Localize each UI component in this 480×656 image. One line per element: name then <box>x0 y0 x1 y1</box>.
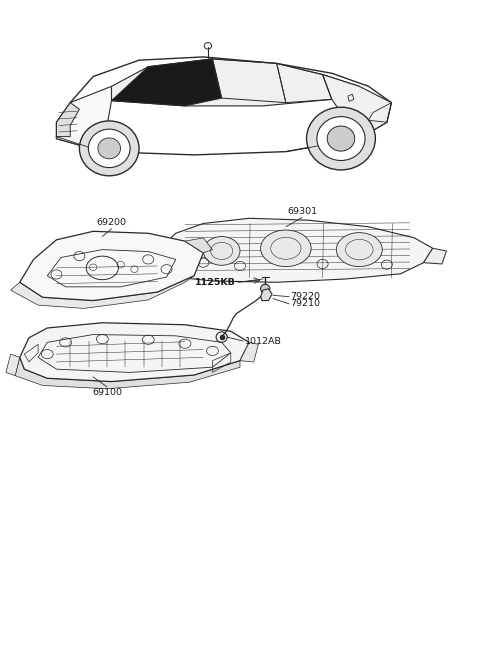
Ellipse shape <box>336 233 382 266</box>
Ellipse shape <box>307 107 375 170</box>
Polygon shape <box>6 354 20 376</box>
Polygon shape <box>240 342 258 362</box>
Text: 69301: 69301 <box>287 207 317 216</box>
Text: 69100: 69100 <box>92 388 122 397</box>
Polygon shape <box>423 249 446 264</box>
Polygon shape <box>261 289 272 300</box>
Ellipse shape <box>98 138 120 159</box>
Polygon shape <box>20 323 249 382</box>
Polygon shape <box>57 87 111 152</box>
Ellipse shape <box>88 129 130 167</box>
Polygon shape <box>157 218 433 282</box>
Text: 69200: 69200 <box>96 218 127 227</box>
Ellipse shape <box>204 237 240 265</box>
Polygon shape <box>57 57 391 155</box>
Ellipse shape <box>261 230 311 266</box>
Polygon shape <box>134 247 162 266</box>
Text: 79220: 79220 <box>290 292 321 301</box>
Polygon shape <box>111 59 360 106</box>
Ellipse shape <box>317 117 365 161</box>
Ellipse shape <box>327 126 355 151</box>
Text: 1012AB: 1012AB <box>245 337 281 346</box>
Polygon shape <box>20 232 204 300</box>
Polygon shape <box>15 358 240 389</box>
Polygon shape <box>11 276 194 308</box>
Text: 1125KB: 1125KB <box>195 277 235 287</box>
Polygon shape <box>57 102 79 136</box>
Ellipse shape <box>261 284 270 293</box>
Ellipse shape <box>79 121 139 176</box>
Polygon shape <box>323 75 391 138</box>
Text: 79210: 79210 <box>290 299 321 308</box>
Polygon shape <box>111 59 222 106</box>
Polygon shape <box>185 238 213 253</box>
